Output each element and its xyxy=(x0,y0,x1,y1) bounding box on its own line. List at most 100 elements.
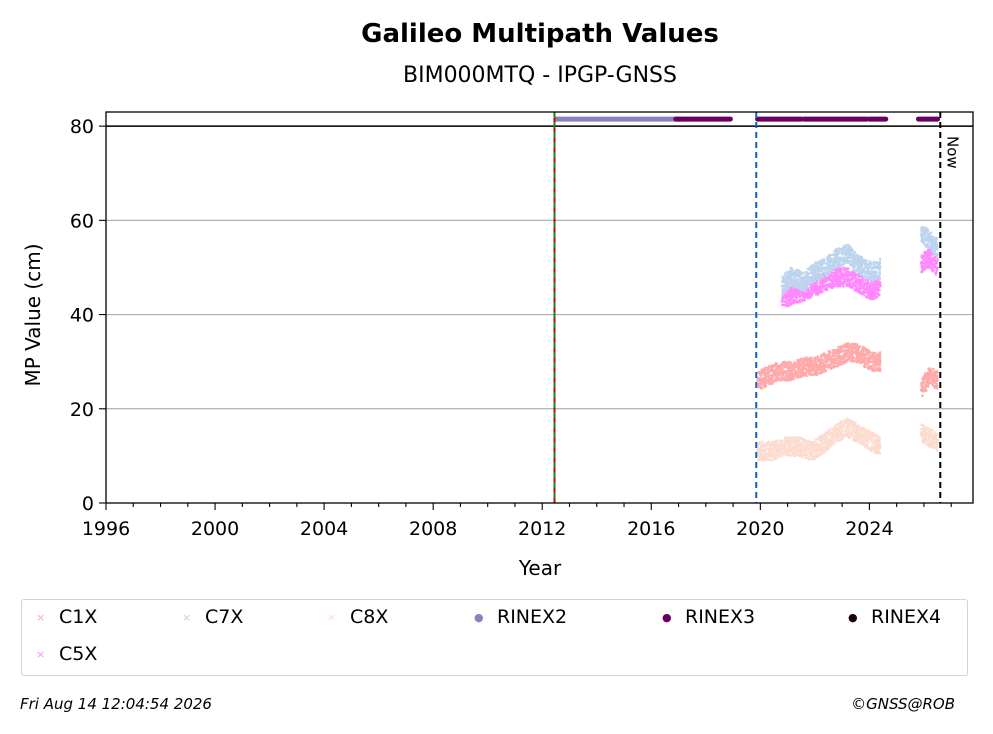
data-point xyxy=(925,245,928,248)
data-point xyxy=(835,435,838,438)
data-point xyxy=(778,373,781,376)
data-point xyxy=(825,270,828,274)
data-point xyxy=(816,290,819,293)
data-point xyxy=(862,261,865,265)
data-point xyxy=(873,438,877,441)
data-point xyxy=(857,266,860,269)
data-point xyxy=(869,448,872,451)
chart-title: Galileo Multipath Values xyxy=(361,19,719,49)
data-point xyxy=(760,368,763,371)
data-point xyxy=(811,367,814,371)
data-point xyxy=(846,247,849,250)
data-point xyxy=(792,366,795,369)
data-point xyxy=(822,275,825,278)
data-point xyxy=(927,258,930,261)
data-point xyxy=(838,266,841,269)
data-point xyxy=(804,446,807,449)
data-point xyxy=(793,285,796,288)
data-point xyxy=(835,280,838,283)
data-point xyxy=(849,273,852,276)
data-point xyxy=(768,451,771,454)
data-point xyxy=(796,442,799,445)
data-point xyxy=(874,363,877,366)
data-point xyxy=(774,440,777,443)
data-point xyxy=(876,265,879,268)
data-point xyxy=(815,366,819,369)
data-point xyxy=(857,279,861,282)
data-point xyxy=(837,260,841,263)
data-point xyxy=(835,429,839,433)
data-point xyxy=(870,270,874,274)
data-point xyxy=(922,376,925,379)
legend-label: C1X xyxy=(59,606,98,628)
data-point xyxy=(844,359,847,362)
data-point xyxy=(929,240,932,244)
data-point xyxy=(934,241,937,244)
y-axis-label: MP Value (cm) xyxy=(21,243,45,386)
data-point xyxy=(788,286,791,289)
data-point xyxy=(791,364,794,367)
data-point xyxy=(854,280,857,283)
data-point xyxy=(869,435,872,439)
data-point xyxy=(796,371,800,374)
data-point xyxy=(774,379,777,382)
data-point xyxy=(835,426,839,430)
data-point xyxy=(756,449,759,453)
data-point xyxy=(924,237,927,240)
data-point xyxy=(827,256,830,260)
data-point xyxy=(848,285,852,289)
data-point xyxy=(794,295,797,298)
data-point xyxy=(771,364,774,367)
data-point xyxy=(846,343,849,346)
data-point xyxy=(799,447,802,450)
data-point xyxy=(813,456,816,459)
data-point xyxy=(807,449,811,452)
data-point xyxy=(922,385,925,388)
data-point xyxy=(821,447,824,451)
data-point xyxy=(789,278,792,282)
data-point xyxy=(832,277,836,280)
data-point xyxy=(827,431,831,434)
data-point xyxy=(863,362,867,365)
data-point xyxy=(879,281,882,284)
data-point xyxy=(806,456,809,459)
data-point xyxy=(819,453,822,456)
data-point xyxy=(798,375,801,379)
data-point xyxy=(797,438,801,441)
data-point xyxy=(798,364,801,367)
data-point xyxy=(835,281,838,284)
data-point xyxy=(820,369,823,372)
data-point xyxy=(877,294,880,297)
data-point xyxy=(829,267,832,271)
data-point xyxy=(786,275,789,279)
data-point xyxy=(823,365,827,368)
data-point xyxy=(759,383,762,386)
data-point xyxy=(856,430,859,433)
data-point xyxy=(793,361,796,364)
data-point xyxy=(936,257,939,260)
data-point xyxy=(770,458,774,462)
data-point xyxy=(784,288,787,292)
data-point xyxy=(831,261,835,265)
data-point xyxy=(840,436,844,439)
data-point xyxy=(781,276,785,280)
data-point xyxy=(780,452,783,455)
data-point xyxy=(787,295,790,298)
data-point xyxy=(794,447,797,450)
data-point xyxy=(843,356,846,359)
data-point xyxy=(843,253,846,256)
data-point xyxy=(775,443,779,446)
data-point xyxy=(795,297,798,300)
data-point xyxy=(866,438,869,441)
data-point xyxy=(790,269,794,273)
data-point xyxy=(855,424,858,427)
data-point xyxy=(845,352,848,356)
data-point xyxy=(833,442,836,445)
data-point xyxy=(829,364,832,367)
data-point xyxy=(842,273,845,276)
data-point xyxy=(919,388,923,392)
data-point xyxy=(783,281,786,284)
data-point xyxy=(819,281,822,285)
data-point xyxy=(827,277,830,280)
data-point xyxy=(841,249,844,252)
